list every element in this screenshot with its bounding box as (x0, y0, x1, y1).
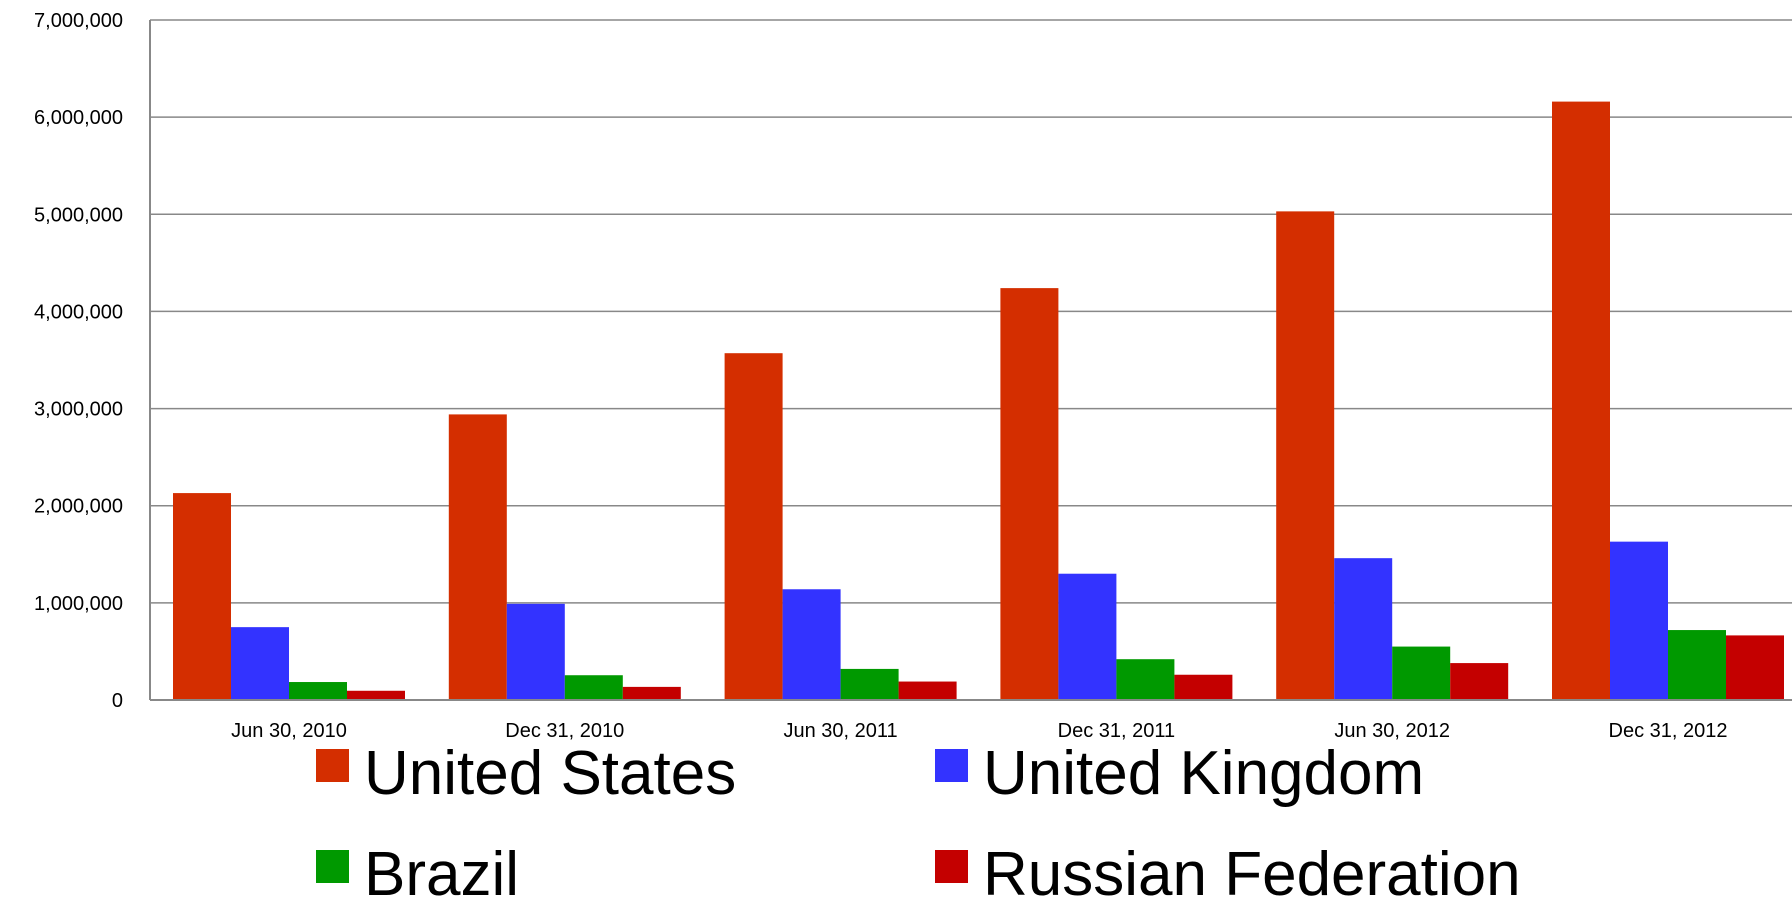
legend-label: United Kingdom (983, 739, 1424, 808)
bar-united-states (1552, 101, 1610, 701)
x-axis-tick-labels: Jun 30, 2010 Dec 31, 2010 Jun 30, 2011 Dec … (231, 720, 1727, 742)
y-axis-tick-labels: 0 1,000,000 2,000,000 3,000,000 4,000,000 5,0… (34, 10, 123, 712)
bar-brazil (289, 682, 347, 700)
y-tick-label: 2,000,000 (34, 496, 123, 518)
x-tick-label: Dec 31, 2012 (1609, 720, 1728, 742)
bar-russian-federation (1450, 663, 1509, 700)
y-tick-label: 0 (112, 690, 123, 712)
gridlines (150, 19, 1792, 604)
bar-russian-federation (1174, 674, 1233, 700)
bar-united-states (724, 353, 783, 700)
bar-brazil (1116, 659, 1175, 700)
bar-russian-federation (347, 690, 405, 700)
legend-label: Brazil (364, 840, 519, 909)
bar-united-kingdom (1610, 541, 1668, 700)
bar-brazil (1668, 630, 1726, 700)
legend-swatch (316, 850, 349, 883)
bar-united-kingdom (231, 627, 289, 700)
bar-united-states (1276, 211, 1335, 700)
legend-label: Russian Federation (983, 840, 1521, 909)
bar-russian-federation (1726, 635, 1784, 700)
bar-brazil (564, 675, 623, 700)
bars (173, 101, 1784, 701)
x-tick-label: Dec 31, 2011 (1058, 720, 1176, 742)
y-tick-label: 3,000,000 (34, 399, 123, 421)
x-tick-label: Jun 30, 2012 (1334, 720, 1450, 742)
bar-united-states (448, 414, 507, 700)
bar-russian-federation (622, 686, 681, 700)
y-tick-label: 1,000,000 (34, 593, 123, 615)
bar-russian-federation (898, 681, 957, 700)
bar-brazil (840, 668, 899, 700)
bar-united-states (173, 493, 231, 700)
x-tick-label: Jun 30, 2010 (231, 720, 347, 742)
bar-united-states (1000, 288, 1059, 700)
bar-brazil (1392, 646, 1451, 700)
y-tick-label: 7,000,000 (34, 10, 123, 32)
bar-united-kingdom (506, 603, 565, 700)
y-tick-label: 5,000,000 (34, 204, 123, 226)
legend-label: United States (364, 739, 736, 808)
bar-united-kingdom (1058, 573, 1117, 700)
legend-swatch (935, 749, 968, 782)
y-tick-label: 4,000,000 (34, 301, 123, 323)
y-tick-label: 6,000,000 (34, 107, 123, 129)
bar-united-kingdom (1334, 558, 1393, 700)
bar-united-kingdom (782, 589, 841, 700)
x-tick-label: Jun 30, 2011 (784, 720, 898, 742)
x-tick-label: Dec 31, 2010 (505, 720, 624, 742)
legend-swatch (935, 850, 968, 883)
axes (149, 20, 1792, 701)
legend-swatch (316, 749, 349, 782)
legend: United States United Kingdom Brazil Russian… (316, 739, 1521, 909)
